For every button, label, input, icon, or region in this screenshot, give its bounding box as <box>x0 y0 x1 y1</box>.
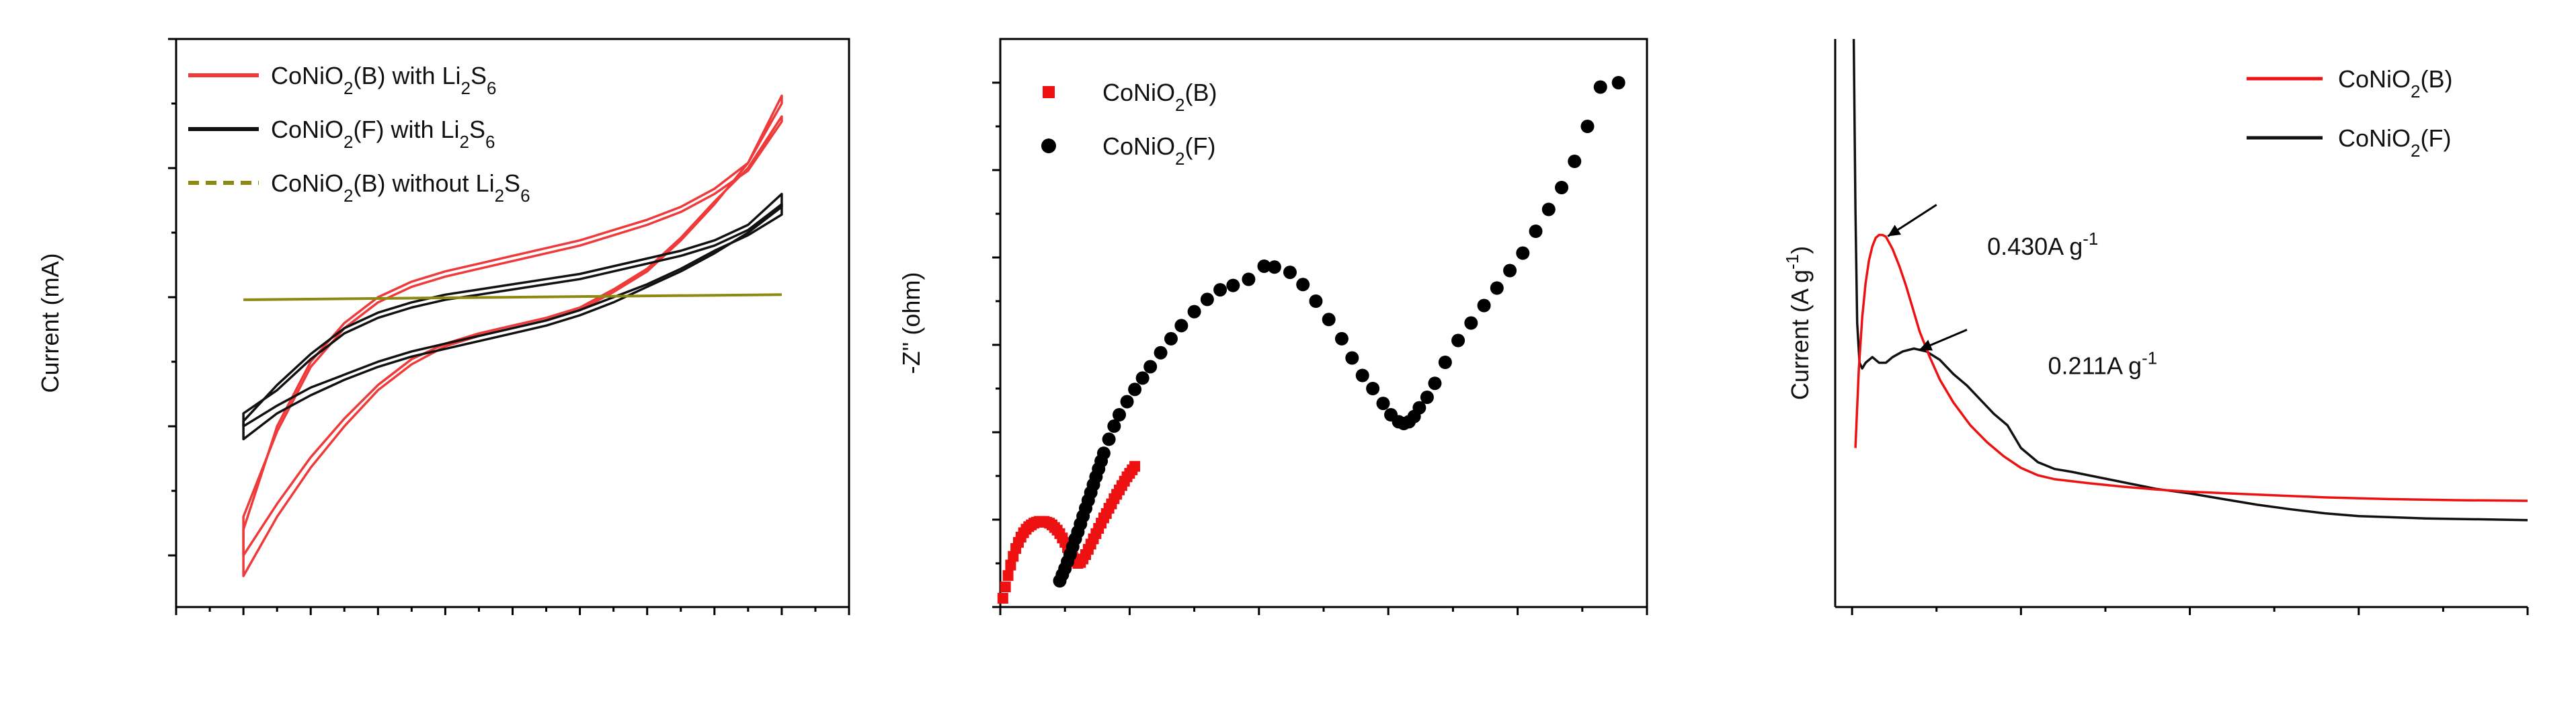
annotation-arrowhead-0 <box>1888 225 1902 237</box>
data-point <box>1451 333 1465 348</box>
y-axis-label: Current (A g-1) <box>1782 246 1814 400</box>
data-point <box>1107 419 1121 433</box>
data-point <box>997 593 1008 604</box>
cv-series-2-loop-0 <box>243 293 782 301</box>
panel-b: -Z'' (ohm) CoNiO2(B) CoNiO2(F) <box>897 38 1648 615</box>
data-point <box>1096 446 1111 460</box>
y-axis-label: -Z'' (ohm) <box>897 272 925 374</box>
data-point <box>1113 408 1127 421</box>
legend-entry-0: CoNiO2(B) <box>1102 79 1217 115</box>
data-point <box>1164 331 1178 346</box>
data-point <box>1005 559 1016 571</box>
data-point <box>1529 225 1543 238</box>
data-point <box>1154 346 1168 360</box>
ca-series-1 <box>1854 233 2528 502</box>
data-point <box>1267 260 1281 274</box>
data-point <box>1503 264 1517 278</box>
data-point <box>1477 298 1491 313</box>
data-point <box>1438 356 1452 369</box>
data-point <box>1412 401 1426 415</box>
data-point <box>1420 391 1434 404</box>
data-point <box>1213 283 1227 297</box>
data-point <box>1428 376 1442 391</box>
data-point <box>1296 278 1310 292</box>
data-point <box>1611 76 1625 89</box>
legend-entry-1: CoNiO2(F) <box>1102 132 1215 169</box>
data-point <box>1516 246 1530 260</box>
annotation-arrowhead-2 <box>1919 339 1933 351</box>
data-point <box>1322 313 1336 327</box>
legend-entry-0: CoNiO2(B) <box>2338 65 2453 102</box>
data-point <box>1135 371 1150 385</box>
data-point <box>1002 570 1014 581</box>
data-point <box>1102 432 1116 446</box>
cv-series-0-loop-0 <box>242 94 783 577</box>
data-point <box>1200 292 1214 307</box>
legend-entry-2: CoNiO2(B) without Li2S6 <box>271 169 530 206</box>
data-point <box>1334 331 1349 346</box>
cv-series-0-loop-1 <box>242 115 783 557</box>
data-point <box>1366 382 1380 395</box>
legend-marker-0 <box>1043 86 1055 98</box>
eis-series-0 <box>997 460 1141 604</box>
legend-entry-0: CoNiO2(B) with Li2S6 <box>271 62 496 98</box>
data-point <box>1226 278 1240 292</box>
annotation-value-1: 0.430A g-1 <box>1987 229 2098 260</box>
data-point <box>1129 460 1141 472</box>
ca-series-0 <box>1852 38 2528 522</box>
data-point <box>1174 319 1189 333</box>
panel-c: Current (A g-1) CoNiO2(B) CoNiO2(F) 0.430A … <box>1782 38 2529 615</box>
data-point <box>1283 266 1297 280</box>
data-point <box>1580 120 1595 133</box>
data-point <box>1568 155 1582 168</box>
cv-series-1-loop-1 <box>242 203 783 428</box>
data-point <box>1000 581 1011 593</box>
data-point <box>1355 368 1369 383</box>
data-point <box>1593 80 1607 94</box>
legend-entry-1: CoNiO2(F) with Li2S6 <box>271 116 495 152</box>
legend-entry-1: CoNiO2(F) <box>2338 124 2451 161</box>
data-point <box>1242 272 1256 286</box>
legend-marker-1 <box>1041 138 1056 153</box>
data-point <box>1490 281 1504 295</box>
y-axis-label: Current (mA) <box>36 253 64 393</box>
data-point <box>1376 397 1390 411</box>
data-point <box>1345 351 1359 365</box>
data-point <box>1555 181 1569 194</box>
data-point <box>1309 294 1323 308</box>
data-point <box>1128 383 1142 397</box>
annotation-value-3: 0.211A g-1 <box>2048 348 2158 380</box>
data-point <box>1120 395 1134 409</box>
data-point <box>1257 259 1271 273</box>
panel-a: Current (mA) CoNiO2(B) with Li2S6 CoNiO2(F… <box>36 38 850 615</box>
data-point <box>1464 316 1478 330</box>
data-point <box>1143 360 1158 374</box>
data-point <box>1541 202 1556 216</box>
data-point <box>1187 305 1201 319</box>
eis-series-1 <box>1053 76 1625 588</box>
cv-series-1-loop-0 <box>242 192 783 441</box>
